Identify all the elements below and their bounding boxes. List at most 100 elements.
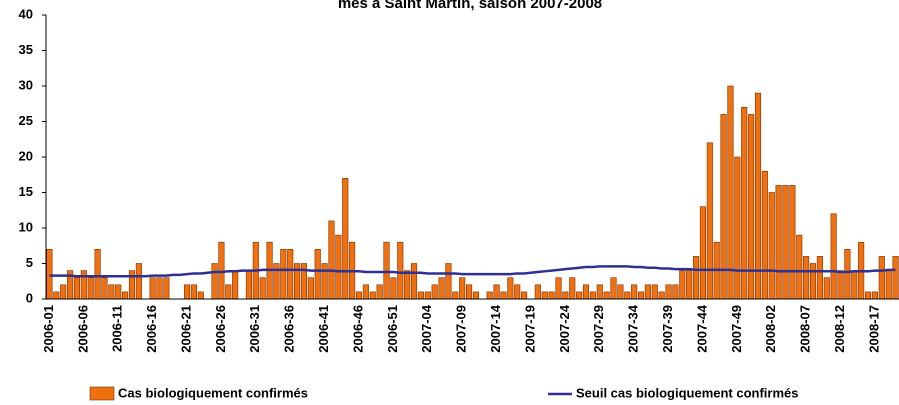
bar bbox=[637, 291, 645, 300]
bar bbox=[225, 284, 232, 300]
bar bbox=[514, 284, 521, 300]
x-tick-label: 2007-19 bbox=[522, 305, 537, 353]
bar bbox=[128, 270, 136, 300]
y-tick-label: 30 bbox=[19, 77, 33, 92]
bar bbox=[851, 270, 858, 300]
bar bbox=[631, 284, 638, 300]
bar bbox=[431, 284, 438, 300]
x-tick-label: 2006-06 bbox=[75, 305, 90, 353]
bar bbox=[46, 249, 53, 300]
x-tick-label: 2007-49 bbox=[729, 305, 744, 353]
bar bbox=[727, 85, 734, 300]
x-tick-label: 2007-39 bbox=[660, 305, 675, 353]
bar bbox=[307, 277, 314, 300]
bar bbox=[452, 291, 459, 300]
legend-swatch bbox=[89, 386, 115, 401]
bar bbox=[720, 114, 727, 300]
bar bbox=[644, 284, 651, 300]
bar bbox=[796, 234, 803, 300]
bar bbox=[60, 284, 67, 300]
bar bbox=[87, 277, 94, 300]
bar bbox=[658, 291, 665, 300]
x-tick-label: 2008-12 bbox=[832, 305, 847, 353]
bar bbox=[122, 291, 129, 300]
x-tick-label: 2008-17 bbox=[866, 305, 881, 353]
bar bbox=[410, 263, 418, 300]
bar bbox=[761, 170, 768, 300]
bar bbox=[541, 291, 548, 300]
bar bbox=[885, 270, 892, 300]
bar bbox=[582, 284, 590, 300]
x-tick-label: 2006-21 bbox=[178, 305, 193, 353]
bar bbox=[610, 277, 617, 300]
bar bbox=[163, 277, 170, 300]
bar bbox=[493, 284, 500, 300]
bar bbox=[651, 284, 658, 300]
bar bbox=[314, 249, 321, 300]
bar bbox=[466, 284, 473, 300]
bar bbox=[803, 256, 810, 300]
bar bbox=[94, 249, 101, 300]
bar bbox=[816, 256, 823, 300]
bar bbox=[555, 277, 562, 300]
x-tick-label: 2006-36 bbox=[282, 305, 297, 353]
bar bbox=[521, 291, 528, 300]
bar bbox=[149, 277, 156, 300]
bar bbox=[355, 291, 363, 300]
bar bbox=[603, 291, 610, 300]
bar bbox=[871, 291, 878, 300]
bar bbox=[576, 291, 583, 300]
x-tick-label: 2007-04 bbox=[419, 304, 434, 352]
bar bbox=[197, 291, 204, 300]
bar bbox=[775, 185, 782, 300]
legend-label: Cas biologiquement confirmés bbox=[118, 385, 308, 400]
bar bbox=[445, 263, 452, 300]
bar bbox=[438, 277, 445, 300]
bar bbox=[135, 263, 142, 300]
x-tick-label: 2007-34 bbox=[626, 304, 641, 352]
bar bbox=[864, 291, 872, 300]
bar bbox=[679, 270, 686, 300]
bar bbox=[245, 270, 252, 300]
x-tick-label: 2007-44 bbox=[694, 304, 709, 352]
bar bbox=[665, 284, 672, 300]
bar bbox=[617, 284, 624, 300]
bar bbox=[390, 277, 397, 300]
bar bbox=[823, 277, 830, 300]
bar bbox=[53, 291, 60, 300]
bar bbox=[596, 284, 603, 300]
y-tick-label: 0 bbox=[26, 290, 33, 305]
bar bbox=[562, 291, 569, 300]
y-tick-label: 5 bbox=[26, 255, 33, 270]
y-tick-label: 10 bbox=[19, 219, 33, 234]
bar bbox=[789, 185, 796, 300]
bar bbox=[534, 284, 541, 300]
bar bbox=[369, 291, 376, 300]
bar bbox=[486, 291, 493, 300]
bar bbox=[417, 291, 424, 300]
x-tick-label: 2006-26 bbox=[213, 305, 228, 353]
bar bbox=[424, 291, 431, 300]
bar bbox=[672, 284, 679, 300]
bar bbox=[321, 263, 328, 300]
x-tick-label: 2007-14 bbox=[488, 304, 503, 352]
bar bbox=[686, 270, 693, 300]
x-tick-label: 2006-31 bbox=[247, 305, 262, 353]
threshold-line bbox=[49, 265, 896, 278]
bar bbox=[108, 284, 115, 300]
bar bbox=[768, 192, 775, 300]
bar bbox=[507, 277, 514, 300]
bar bbox=[844, 249, 851, 300]
bar bbox=[115, 284, 122, 300]
bar bbox=[73, 277, 81, 300]
bar bbox=[459, 277, 466, 300]
bar bbox=[183, 284, 191, 300]
x-tick-label: 2007-24 bbox=[557, 304, 572, 352]
bar bbox=[472, 291, 479, 300]
bar bbox=[693, 256, 700, 300]
bar bbox=[342, 178, 349, 300]
bar bbox=[569, 277, 576, 300]
bar bbox=[383, 241, 390, 300]
bar bbox=[878, 256, 885, 300]
